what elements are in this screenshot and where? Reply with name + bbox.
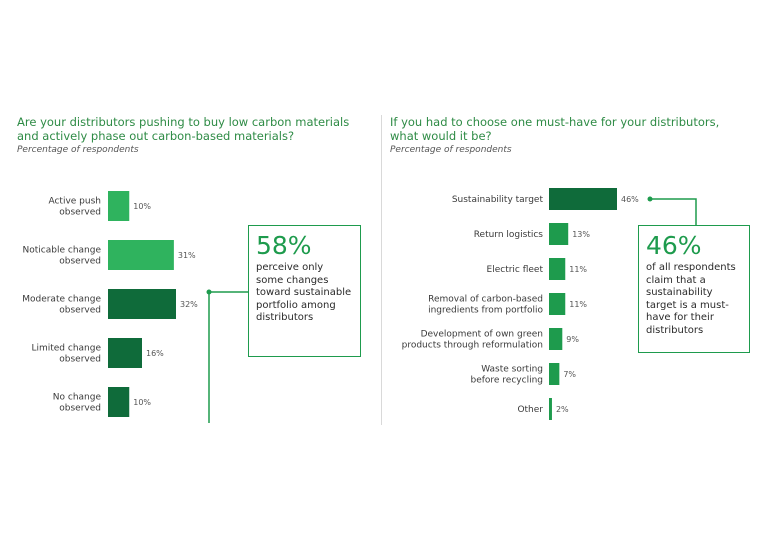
left-bar-1 [108,240,174,270]
left-category-label-4: No change observed [53,393,102,414]
right-category-label-2: Electric fleet [487,265,544,275]
right-bar-4 [549,328,563,350]
left-category-label-2: Moderate change observed [22,295,101,316]
left-value-label-4: 10% [133,398,151,407]
right-bar-5 [549,363,560,385]
left-value-label-2: 32% [180,300,198,309]
right-category-label-3: Removal of carbon-based ingredients from … [428,295,543,316]
left-callout-connector-dot [206,289,212,295]
left-category-label-0: Active push observed [48,197,101,218]
left-callout-box: 58% perceive only some changes toward su… [248,225,361,357]
left-title-line-1: Are your distributors pushing to buy low… [17,115,350,129]
left-category-label-3: Limited change observed [31,344,101,365]
left-value-label-0: 10% [133,202,151,211]
left-bar-3 [108,338,142,368]
right-callout-box: 46% of all respondents claim that a sust… [638,225,750,353]
left-title-line-2: and actively phase out carbon-based mate… [17,129,295,143]
right-bar-3 [549,293,566,315]
right-callout-connector-dot [647,196,653,202]
left-panel: Are your distributors pushing to buy low… [17,115,361,423]
right-title-line-1: If you had to choose one must-have for y… [390,115,720,129]
right-value-label-0: 46% [621,195,639,204]
left-callout-text: perceive only some changes toward sustai… [256,262,352,323]
right-category-label-0: Sustainability target [452,195,544,205]
right-callout-percentage: 46% [646,231,702,260]
right-category-label-6: Other [517,405,543,415]
left-bar-4 [108,387,130,417]
right-category-label-1: Return logistics [474,230,544,240]
right-panel: If you had to choose one must-have for y… [382,0,760,533]
right-bar-1 [549,223,569,245]
left-value-label-1: 31% [178,251,196,260]
left-bar-chart: Active push observed 10% Noticable change ob… [22,191,248,423]
right-callout-text: of all respondents claim that a sustaina… [646,262,736,336]
right-value-label-1: 13% [572,230,590,239]
left-chart-subtitle: Percentage of respondents [17,145,139,155]
right-callout-connector [650,198,697,225]
right-bar-6 [549,398,552,420]
left-category-label-1: Noticable change observed [23,246,102,267]
right-value-label-2: 11% [569,265,587,274]
right-chart-title: If you had to choose one must-have for y… [390,115,719,143]
left-value-label-3: 16% [146,349,164,358]
right-bar-2 [549,258,566,280]
right-category-label-4: Development of own green products through… [402,330,543,351]
right-value-label-5: 7% [563,370,576,379]
left-callout-connector [208,291,248,423]
right-value-label-6: 2% [556,405,569,414]
left-bar-2 [108,289,176,319]
right-value-label-4: 9% [566,335,579,344]
left-chart-title: Are your distributors pushing to buy low… [17,115,349,143]
right-title-line-2: what would it be? [390,129,492,143]
right-chart-subtitle: Percentage of respondents [390,145,512,155]
left-callout-percentage: 58% [256,231,312,260]
right-value-label-3: 11% [569,300,587,309]
right-bar-0 [549,188,617,210]
left-bar-0 [108,191,130,221]
right-category-label-5: Waste sorting before recycling [470,365,543,386]
right-bar-chart: Sustainability target 46% Return logistics… [402,188,697,420]
panel-divider [381,115,382,425]
